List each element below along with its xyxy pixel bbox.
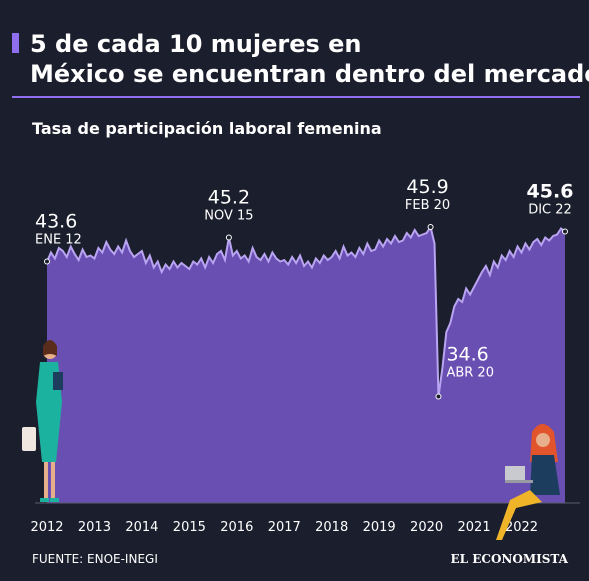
date-label: ENE 12: [35, 233, 82, 248]
x-tick-label: 2013: [78, 520, 111, 535]
x-tick-label: 2020: [410, 520, 443, 535]
highlight-point: [428, 225, 433, 230]
date-label: NOV 15: [204, 209, 253, 224]
chart: 5 de cada 10 mujeres enMéxico se encuent…: [0, 0, 589, 581]
x-tick-label: 2016: [220, 520, 253, 535]
value-label: 45.6: [527, 181, 574, 203]
value-label: 45.9: [406, 176, 448, 198]
date-label: DIC 22: [528, 203, 572, 218]
x-tick-label: 2019: [363, 520, 396, 535]
x-tick-label: 2022: [505, 520, 538, 535]
highlight-point: [563, 229, 568, 234]
x-tick-label: 2014: [125, 520, 158, 535]
highlight-point: [226, 235, 231, 240]
highlight-point: [45, 259, 50, 264]
date-label: FEB 20: [405, 198, 450, 213]
brand: EL ECONOMISTA: [451, 552, 569, 566]
value-label: 45.2: [208, 187, 250, 209]
title-marker: [12, 33, 19, 53]
value-label: 43.6: [35, 211, 77, 233]
highlight-point: [436, 394, 441, 399]
source: FUENTE: ENOE-INEGI: [32, 552, 158, 566]
page: 5 de cada 10 mujeres enMéxico se encuent…: [0, 0, 589, 581]
x-tick-label: 2015: [173, 520, 206, 535]
value-label: 34.6: [446, 344, 488, 366]
x-tick-label: 2017: [268, 520, 301, 535]
x-tick-label: 2012: [30, 520, 63, 535]
x-tick-label: 2021: [458, 520, 491, 535]
x-tick-label: 2018: [315, 520, 348, 535]
date-label: ABR 20: [446, 366, 494, 381]
chart-subtitle: Tasa de participación laboral femenina: [32, 119, 382, 138]
